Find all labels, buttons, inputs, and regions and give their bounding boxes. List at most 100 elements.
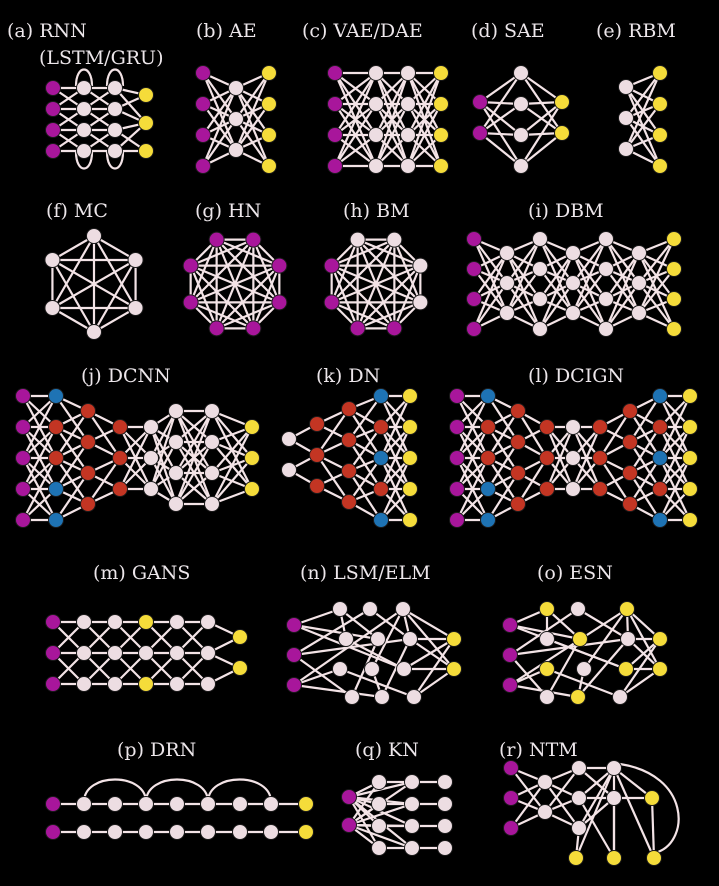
output-node-o: [618, 661, 634, 677]
edge-n: [345, 638, 405, 670]
recurrent-edge-r: [619, 762, 680, 854]
hidden-node-p: [138, 824, 154, 840]
output-node-k: [402, 512, 418, 528]
output-node-b: [261, 158, 277, 174]
output-node-m: [232, 629, 248, 645]
hidden-node-p: [169, 824, 185, 840]
edge-k: [348, 395, 382, 441]
edge-l: [629, 395, 661, 443]
hidden-node-n: [332, 661, 348, 677]
hidden-node-a: [107, 122, 123, 138]
convolution-node-l: [480, 419, 496, 435]
input-node-b: [195, 96, 211, 112]
edge-h: [330, 238, 396, 304]
hidden-node-q: [371, 796, 387, 812]
edge-n: [339, 608, 379, 640]
edge-l: [599, 410, 631, 459]
convolution-node-k: [341, 463, 357, 479]
hidden-node-m: [76, 645, 92, 661]
label-r: (r) NTM: [499, 739, 578, 761]
output-node-c: [433, 158, 449, 174]
edge-h: [356, 239, 396, 329]
input-node-r: [503, 760, 519, 776]
edge-g: [215, 238, 281, 304]
edge-o: [583, 608, 628, 670]
output-node-n: [446, 631, 462, 647]
output-node-a: [138, 143, 154, 159]
hidden-node-r: [571, 820, 587, 836]
hidden-node-i: [499, 305, 515, 321]
edge-i: [506, 268, 541, 314]
hidden-node-j: [168, 465, 184, 481]
input-node-i: [466, 291, 482, 307]
hidden-node-c: [368, 127, 384, 143]
hidden-node-i: [532, 261, 548, 277]
edge-h: [330, 265, 359, 329]
edge-h: [330, 264, 396, 330]
hidden-node-j: [168, 434, 184, 450]
edge-j: [150, 410, 177, 459]
recurrent-edge-p: [144, 778, 210, 803]
output-node-c: [433, 127, 449, 143]
hidden-node-n: [338, 631, 354, 647]
hidden-node-h: [349, 231, 366, 248]
input-node-h: [386, 320, 403, 337]
hidden-node-a: [76, 80, 92, 96]
sublabel-a: (LSTM/GRU): [39, 47, 164, 69]
convolution-node-l: [622, 465, 638, 481]
hidden-node-c: [368, 96, 384, 112]
output-node-o: [539, 601, 555, 617]
edge-o: [546, 667, 621, 699]
edge-c: [375, 103, 409, 167]
hidden-node-n: [395, 601, 411, 617]
output-node-k: [402, 388, 418, 404]
edge-d: [479, 132, 522, 167]
edge-i: [638, 238, 675, 314]
hidden-node-p: [200, 824, 216, 840]
hidden-node-j: [168, 496, 184, 512]
hidden-node-r: [571, 790, 587, 806]
hidden-node-q: [404, 840, 420, 856]
input-node-r: [503, 790, 519, 806]
label-e: (e) RBM: [596, 20, 676, 42]
hidden-node-r: [606, 760, 622, 776]
edge-j: [55, 441, 89, 490]
edge-i: [605, 282, 640, 330]
edge-d: [479, 103, 522, 134]
edge-r: [613, 767, 653, 799]
convolution-node-l: [510, 434, 526, 450]
hidden-node-e: [618, 141, 634, 157]
input-node-i: [466, 231, 482, 247]
edge-r: [578, 797, 615, 859]
hidden-node-m: [169, 645, 185, 661]
output-node-j: [244, 450, 260, 466]
edge-i: [539, 282, 574, 330]
kernel-node-l: [480, 481, 496, 497]
hidden-node-i: [631, 275, 647, 291]
hidden-node-r: [606, 790, 622, 806]
output-node-i: [666, 291, 682, 307]
input-node-p: [45, 824, 61, 840]
edge-l: [571, 426, 602, 490]
hidden-node-a: [107, 143, 123, 159]
output-node-l: [682, 388, 698, 404]
output-node-l: [682, 512, 698, 528]
edge-j: [22, 426, 57, 490]
edge-i: [473, 252, 508, 300]
convolution-node-j: [48, 450, 64, 466]
hidden-node-f: [44, 300, 61, 316]
hidden-node-a: [107, 101, 123, 117]
edge-i: [505, 238, 542, 314]
hidden-node-a: [76, 101, 92, 117]
label-i: (i) DBM: [528, 200, 604, 222]
hidden-node-m: [107, 614, 123, 630]
input-node-b: [195, 65, 211, 81]
edge-k: [380, 395, 411, 459]
edge-j: [55, 472, 89, 521]
input-node-o: [502, 617, 518, 633]
hidden-node-n: [370, 631, 386, 647]
edge-i: [571, 238, 608, 314]
hidden-node-i: [532, 291, 548, 307]
edge-n: [293, 637, 411, 657]
hidden-node-f: [86, 228, 102, 244]
